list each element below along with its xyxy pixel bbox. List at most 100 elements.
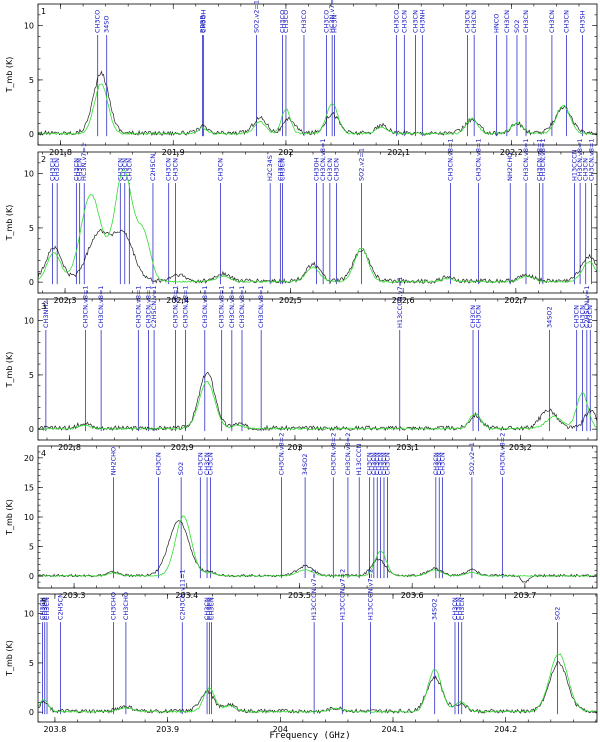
line-marker-label: CH3CN,v8=1	[319, 138, 327, 181]
line-marker-label: CH3CN	[206, 452, 214, 475]
line-marker-label: SO2,v2=1	[468, 442, 476, 475]
x-tick-label: 202.8	[58, 443, 81, 452]
y-tick-label: 0	[29, 708, 34, 717]
panel-frame	[37, 298, 598, 441]
line-marker-label: CH3CN	[412, 10, 420, 33]
panel-number: 3	[41, 302, 46, 311]
y-tick-label: 5	[29, 543, 34, 552]
line-marker-label: CH3CN,v8=1	[257, 285, 265, 328]
line-marker-label: CH3NH2	[42, 301, 50, 328]
line-marker-label: CH3CH	[49, 158, 57, 181]
line-marker-label: CH3CN	[203, 597, 211, 620]
line-marker-label: CH3CN	[276, 158, 284, 181]
y-tick-label: 10	[24, 170, 34, 179]
line-marker-label: CH3CN	[475, 305, 483, 328]
line-marker-label: CH3CN	[522, 10, 530, 33]
line-marker-label: CH3CN	[435, 452, 443, 475]
line-marker-label: C2H5CN	[149, 154, 157, 181]
line-marker-label: CH3CN,v8=1	[576, 138, 584, 181]
line-marker-label: C2H3CN,v11=1	[178, 569, 186, 620]
line-marker-label: CH3CN	[72, 158, 80, 181]
panel-number: 1	[41, 7, 46, 16]
line-marker-label: CH3CO	[392, 10, 400, 33]
line-marker-label: CH3NH	[418, 10, 426, 33]
line-marker-label: CH3CN	[377, 452, 385, 475]
line-marker-label: CH3CN	[41, 597, 49, 620]
x-tick-label: 202.6	[392, 296, 415, 305]
line-marker-label: CH3CN	[454, 597, 462, 620]
line-marker-label: H2C34S	[266, 155, 274, 181]
x-tick-label: 203.5	[288, 591, 311, 600]
line-marker-label: SO2,v2=1	[357, 148, 365, 181]
line-marker-label: CH3CHO	[122, 592, 130, 620]
line-marker-label: CH3CN,v8=2	[498, 433, 506, 476]
line-marker-label: CH3CN,v8=1	[475, 138, 483, 181]
series-model	[38, 169, 597, 283]
line-marker-label: CH3CN,v8=1	[587, 138, 595, 181]
panel-frame	[37, 593, 598, 723]
line-marker-label: CH3CN	[400, 10, 408, 33]
line-marker-label: CH3CO	[282, 10, 290, 33]
line-marker-label: CH3CN	[326, 158, 334, 181]
y-tick-label: 20	[24, 454, 34, 463]
line-marker-label: CH3CN	[548, 10, 556, 33]
y-tick-label: 0	[29, 130, 34, 139]
line-marker-label: CH3CHO	[110, 592, 118, 620]
line-marker-label: CH3CO	[300, 10, 308, 33]
line-marker-label: SO2	[513, 20, 521, 33]
panel-number: 4	[41, 449, 46, 458]
line-marker-label: C2H5CN,v=1	[583, 285, 591, 328]
x-tick-label: 201.8	[49, 148, 72, 157]
x-tick-label: 202.4	[166, 296, 189, 305]
y-tick-label: 10	[24, 317, 34, 326]
y-tick-label: 0	[29, 572, 34, 581]
line-marker-label: CH3CN	[373, 452, 381, 475]
line-marker-label: CH3CN	[563, 10, 571, 33]
y-axis-label: T_mb (K)	[5, 205, 14, 242]
line-marker-label: CH3CN,v8=1	[144, 285, 152, 328]
line-marker-label: CH3CN	[196, 452, 204, 475]
line-marker-label: CH3CN	[383, 452, 391, 475]
line-marker-label: CH3CN	[370, 452, 378, 475]
series-observed	[38, 661, 597, 714]
series-observed	[38, 520, 597, 584]
x-tick-label: 202.5	[279, 296, 302, 305]
y-axis-label: T_mb (K)	[5, 352, 14, 389]
x-tick-label: 203.1	[396, 443, 419, 452]
line-marker-label: CH3CN	[125, 158, 133, 181]
x-tick-label: 204.1	[382, 725, 405, 734]
line-marker-label: CH3OH	[312, 157, 320, 181]
line-marker-label: CH3CN,v8=2	[329, 433, 337, 476]
line-marker-label: CH3CN	[432, 452, 440, 475]
x-tick-label: 203.8	[43, 725, 66, 734]
line-marker-label: SO2,v2=1	[253, 0, 261, 33]
panel-frame	[37, 151, 598, 294]
line-marker-label: CH3CN,v8=1	[228, 285, 236, 328]
y-axis-label: T_mb (K)	[5, 640, 14, 677]
line-marker-label: CH3CN,v8=1	[81, 285, 89, 328]
line-marker-label: H13CCCN,v7=1	[396, 277, 404, 328]
x-tick-label: 204.2	[494, 725, 517, 734]
line-marker-label: CH3CN	[39, 597, 47, 620]
x-tick-label: 203.6	[401, 591, 424, 600]
line-marker-label: C2H5CN,v=1	[150, 285, 158, 328]
x-tick-label: 202.2	[500, 148, 523, 157]
spectrum-panel-3: CH3NH2 CH3CN,v8=1 CH3CN,v8=1 CH3CN,v8=1 CH3C…	[5, 277, 598, 452]
line-marker-label: CH3CO	[94, 10, 102, 33]
line-marker-label: H13CCCN	[355, 443, 363, 475]
line-marker-label: CH3CN	[380, 452, 388, 475]
x-tick-label: 203.4	[175, 591, 198, 600]
line-marker-label: CH3CN	[365, 452, 373, 475]
line-marker-label: CH3CN	[217, 158, 225, 181]
line-marker-label: H13CCCN	[570, 149, 578, 181]
series-model	[38, 515, 597, 577]
series-model	[38, 653, 597, 714]
series-observed	[38, 228, 597, 285]
line-marker-label: HC3N,v7=1	[328, 0, 336, 33]
x-tick-label: 202.3	[54, 296, 77, 305]
line-marker-label: HNCO	[493, 14, 501, 33]
y-tick-label: 10	[24, 513, 34, 522]
series-observed	[38, 371, 597, 432]
